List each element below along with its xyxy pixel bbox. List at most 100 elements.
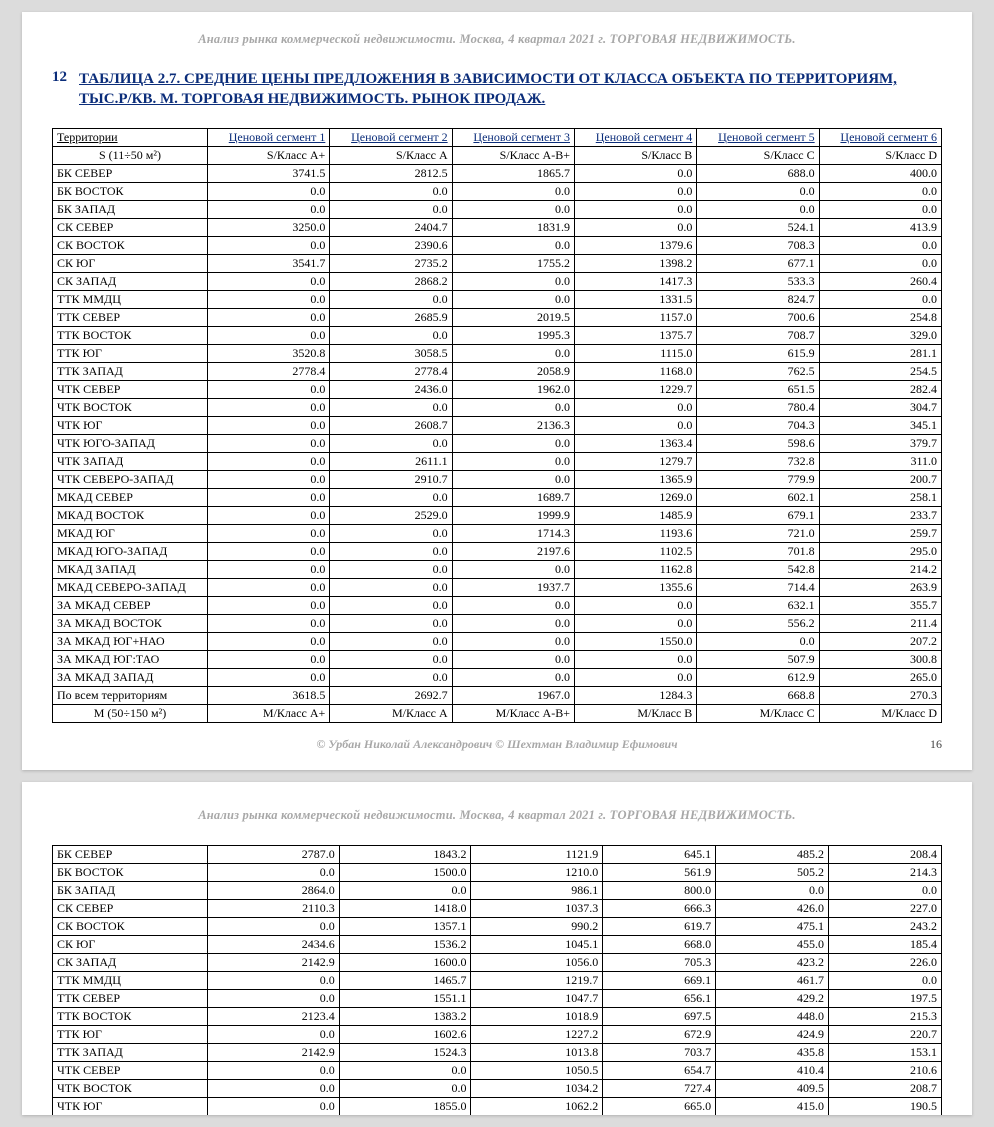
table-row: СК ЗАПАД0.02868.20.01417.3533.3260.4	[53, 272, 942, 290]
row-value: 0.0	[208, 200, 330, 218]
row-value: 0.0	[819, 254, 941, 272]
table-row: МКАД ВОСТОК0.02529.01999.91485.9679.1233…	[53, 506, 942, 524]
row-value: 1018.9	[471, 1007, 603, 1025]
row-label: ЧТК СЕВЕРО-ЗАПАД	[53, 470, 208, 488]
row-value: 1219.7	[471, 971, 603, 989]
row-value: 701.8	[697, 542, 819, 560]
row-label: ТТК СЕВЕР	[53, 308, 208, 326]
row-value: 1365.9	[574, 470, 696, 488]
col-header-segment: Ценовой сегмент 6	[819, 128, 941, 146]
row-value: 3618.5	[208, 686, 330, 704]
row-label: МКАД ВОСТОК	[53, 506, 208, 524]
row-value: 1037.3	[471, 899, 603, 917]
row-value: 0.0	[208, 668, 330, 686]
row-label: ЧТК ЮГ	[53, 416, 208, 434]
row-value: 0.0	[208, 272, 330, 290]
row-value: 2436.0	[330, 380, 452, 398]
col-footer-label: М/Класс В	[574, 704, 696, 722]
row-value: 379.7	[819, 434, 941, 452]
page-footer: © Урбан Николай Александрович © Шехтман …	[52, 737, 942, 752]
row-value: 0.0	[330, 596, 452, 614]
row-value: 0.0	[819, 200, 941, 218]
row-value: 656.1	[603, 989, 716, 1007]
row-label: МКАД СЕВЕР	[53, 488, 208, 506]
col-footer-label: М (50÷150 м²)	[53, 704, 208, 722]
row-value: 2390.6	[330, 236, 452, 254]
row-value: 0.0	[208, 1061, 340, 1079]
row-value: 1331.5	[574, 290, 696, 308]
row-label: БК ЗАПАД	[53, 881, 208, 899]
table-row: ЧТК ЮГ0.02608.72136.30.0704.3345.1	[53, 416, 942, 434]
row-value: 2058.9	[452, 362, 574, 380]
row-value: 703.7	[603, 1043, 716, 1061]
row-label: По всем территориям	[53, 686, 208, 704]
row-value: 311.0	[819, 452, 941, 470]
row-label: БК ВОСТОК	[53, 182, 208, 200]
row-label: СК ЮГ	[53, 935, 208, 953]
row-value: 0.0	[208, 560, 330, 578]
row-value: 1115.0	[574, 344, 696, 362]
row-value: 2778.4	[208, 362, 330, 380]
row-value: 2136.3	[452, 416, 574, 434]
row-value: 668.8	[697, 686, 819, 704]
row-value: 732.8	[697, 452, 819, 470]
table-row: ЗА МКАД ЮГ+НАО0.00.00.01550.00.0207.2	[53, 632, 942, 650]
row-value: 0.0	[330, 398, 452, 416]
row-value: 1967.0	[452, 686, 574, 704]
row-label: ТТК ЮГ	[53, 344, 208, 362]
row-value: 2910.7	[330, 470, 452, 488]
col-footer-label: М/Класс А+	[208, 704, 330, 722]
row-value: 0.0	[716, 881, 829, 899]
row-value: 0.0	[339, 881, 471, 899]
row-value: 654.7	[603, 1061, 716, 1079]
row-value: 602.1	[697, 488, 819, 506]
row-value: 990.2	[471, 917, 603, 935]
row-value: 0.0	[339, 1079, 471, 1097]
row-label: ТТК ВОСТОК	[53, 1007, 208, 1025]
row-value: 455.0	[716, 935, 829, 953]
row-value: 295.0	[819, 542, 941, 560]
row-value: 0.0	[452, 200, 574, 218]
row-value: 0.0	[208, 1025, 340, 1043]
row-value: 424.9	[716, 1025, 829, 1043]
row-value: 210.6	[829, 1061, 942, 1079]
row-value: 1524.3	[339, 1043, 471, 1061]
row-value: 220.7	[829, 1025, 942, 1043]
row-value: 1355.6	[574, 578, 696, 596]
row-value: 1357.1	[339, 917, 471, 935]
col-subheader: S/Класс D	[819, 146, 941, 164]
row-value: 1193.6	[574, 524, 696, 542]
row-value: 780.4	[697, 398, 819, 416]
row-value: 214.2	[819, 560, 941, 578]
row-value: 0.0	[208, 632, 330, 650]
table-row: БК ЗАПАД2864.00.0986.1800.00.00.0	[53, 881, 942, 899]
row-value: 0.0	[574, 668, 696, 686]
row-value: 190.5	[829, 1097, 942, 1115]
row-value: 215.3	[829, 1007, 942, 1025]
row-value: 0.0	[330, 560, 452, 578]
row-value: 542.8	[697, 560, 819, 578]
row-value: 1121.9	[471, 845, 603, 863]
row-value: 2608.7	[330, 416, 452, 434]
row-value: 0.0	[452, 632, 574, 650]
row-value: 533.3	[697, 272, 819, 290]
row-value: 0.0	[208, 326, 330, 344]
row-value: 254.8	[819, 308, 941, 326]
row-value: 762.5	[697, 362, 819, 380]
row-value: 2123.4	[208, 1007, 340, 1025]
row-value: 0.0	[452, 614, 574, 632]
row-value: 423.2	[716, 953, 829, 971]
col-header-segment: Ценовой сегмент 2	[330, 128, 452, 146]
row-value: 0.0	[452, 596, 574, 614]
row-value: 227.0	[829, 899, 942, 917]
row-value: 0.0	[208, 971, 340, 989]
page-header-2: Анализ рынка коммерческой недвижимости. …	[52, 808, 942, 823]
row-label: ЧТК ЮГО-ЗАПАД	[53, 434, 208, 452]
row-value: 645.1	[603, 845, 716, 863]
row-value: 615.9	[697, 344, 819, 362]
row-value: 1383.2	[339, 1007, 471, 1025]
row-value: 243.2	[829, 917, 942, 935]
table-row: ТТК СЕВЕР0.02685.92019.51157.0700.6254.8	[53, 308, 942, 326]
row-value: 1056.0	[471, 953, 603, 971]
row-value: 1013.8	[471, 1043, 603, 1061]
